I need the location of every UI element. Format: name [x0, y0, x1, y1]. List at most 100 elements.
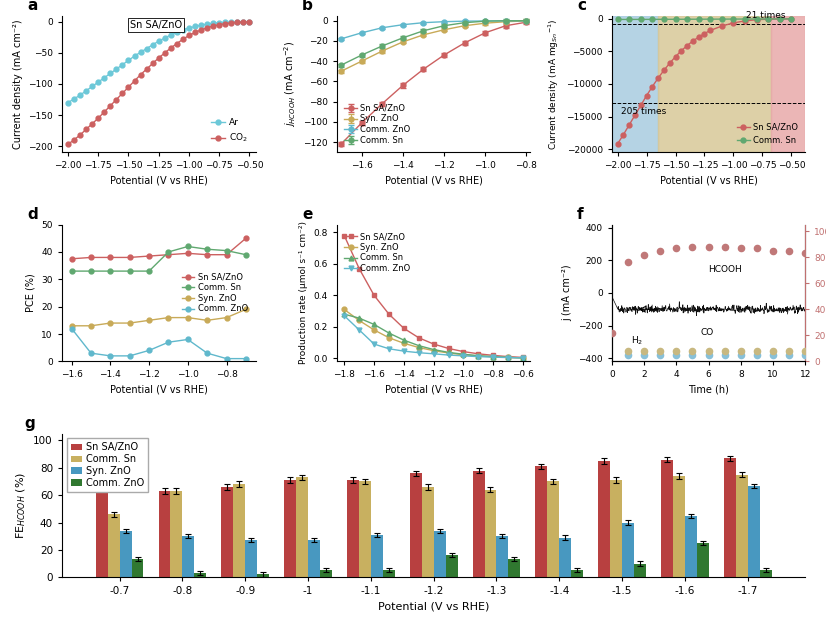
Sn SA/ZnO	[619, 131, 629, 139]
Point	[638, 346, 651, 356]
Point	[621, 350, 634, 360]
Bar	[724, 458, 736, 577]
Bar	[612, 16, 658, 152]
Comm. ZnO	[473, 353, 483, 361]
Comm. Sn	[624, 16, 634, 23]
Syn. ZnO	[518, 354, 528, 362]
Sn SA/ZnO	[671, 53, 681, 61]
Bar	[673, 476, 685, 577]
Y-axis label: Production rate (μmol s⁻¹ cm⁻²): Production rate (μmol s⁻¹ cm⁻²)	[299, 222, 308, 364]
Bar	[572, 570, 583, 577]
Comm. Sn	[444, 349, 453, 356]
Point	[702, 241, 715, 251]
Bar	[257, 575, 269, 577]
Syn. ZnO	[488, 353, 498, 361]
Ar	[154, 37, 164, 45]
Sn SA/ZnO	[414, 334, 424, 341]
Point	[702, 346, 715, 356]
Sn SA/ZnO	[503, 353, 513, 361]
Sn SA/ZnO	[429, 340, 439, 348]
Sn SA/ZnO	[183, 250, 192, 257]
Comm. Sn	[183, 243, 192, 250]
CO$_2$	[130, 77, 140, 85]
Text: Sn SA/ZnO: Sn SA/ZnO	[130, 20, 182, 30]
Comm. ZnO	[503, 354, 513, 361]
Comm. Sn	[503, 354, 513, 361]
CO$_2$	[69, 136, 79, 144]
Comm. Sn	[752, 15, 762, 22]
Bar	[496, 536, 508, 577]
Point	[653, 346, 667, 356]
Legend: Sn SA/ZnO, Comm. Sn, Syn. ZnO, Comm. ZnO: Sn SA/ZnO, Comm. Sn, Syn. ZnO, Comm. ZnO	[67, 439, 149, 492]
Sn SA/ZnO	[399, 324, 409, 332]
Syn. ZnO	[125, 319, 135, 327]
X-axis label: Potential (V vs RHE): Potential (V vs RHE)	[110, 385, 207, 395]
Sn SA/ZnO	[786, 15, 796, 22]
Syn. ZnO	[86, 322, 96, 329]
Sn SA/ZnO	[613, 140, 623, 148]
Ar	[208, 19, 218, 27]
Bar	[296, 477, 308, 577]
Line: Comm. Sn: Comm. Sn	[342, 312, 525, 360]
X-axis label: Potential (V vs RHE): Potential (V vs RHE)	[378, 602, 489, 612]
Comm. Sn	[384, 329, 394, 337]
Comm. ZnO	[67, 324, 77, 332]
CO$_2$	[106, 102, 116, 109]
Syn. ZnO	[241, 306, 251, 313]
Sn SA/ZnO	[86, 254, 96, 261]
Text: a: a	[27, 0, 37, 13]
Ar	[106, 70, 116, 77]
Sn SA/ZnO	[369, 291, 379, 299]
Bar	[308, 540, 320, 577]
Sn SA/ZnO	[488, 352, 498, 359]
Sn SA/ZnO	[473, 350, 483, 358]
Comm. Sn	[659, 16, 669, 23]
Sn SA/ZnO	[144, 252, 154, 260]
CO$_2$	[154, 54, 164, 62]
Syn. ZnO	[444, 349, 453, 357]
Y-axis label: PCE (%): PCE (%)	[26, 273, 36, 313]
Sn SA/ZnO	[642, 92, 652, 99]
CO$_2$	[160, 49, 170, 57]
Comm. Sn	[202, 245, 212, 253]
Comm. Sn	[775, 15, 785, 22]
Sn SA/ZnO	[630, 112, 640, 119]
CO$_2$	[196, 26, 206, 34]
Text: f: f	[577, 207, 583, 222]
Point	[653, 246, 667, 256]
Bar	[170, 491, 183, 577]
Bar	[598, 461, 610, 577]
Ar	[214, 19, 224, 27]
Line: CO$_2$: CO$_2$	[65, 19, 252, 147]
Ar	[81, 87, 91, 95]
Comm. Sn	[106, 267, 116, 275]
CO$_2$	[88, 120, 97, 127]
Bar	[472, 470, 485, 577]
Comm. Sn	[518, 354, 528, 362]
Ar	[178, 26, 188, 34]
Point	[718, 241, 731, 251]
Comm. Sn	[648, 16, 657, 23]
Syn. ZnO	[429, 347, 439, 354]
Comm. ZnO	[86, 349, 96, 357]
Y-axis label: Current density (mA mg$_{Sn}$$^{-1}$): Current density (mA mg$_{Sn}$$^{-1}$)	[547, 18, 561, 150]
CO$_2$	[226, 19, 236, 27]
Ar	[93, 79, 103, 86]
Bar	[131, 560, 144, 577]
Sn SA/ZnO	[67, 255, 77, 263]
Comm. Sn	[241, 251, 251, 258]
X-axis label: Potential (V vs RHE): Potential (V vs RHE)	[385, 176, 482, 186]
Comm. Sn	[740, 16, 750, 23]
Syn. ZnO	[221, 314, 231, 321]
Comm. Sn	[705, 16, 715, 23]
Comm. Sn	[786, 15, 796, 22]
Ar	[124, 57, 134, 64]
Bar	[685, 515, 697, 577]
Point	[734, 350, 748, 360]
CO$_2$	[99, 108, 109, 115]
Text: H$_2$: H$_2$	[631, 334, 643, 347]
Syn. ZnO	[369, 326, 379, 334]
Point	[782, 246, 795, 256]
Point	[767, 246, 780, 256]
Bar	[233, 484, 245, 577]
